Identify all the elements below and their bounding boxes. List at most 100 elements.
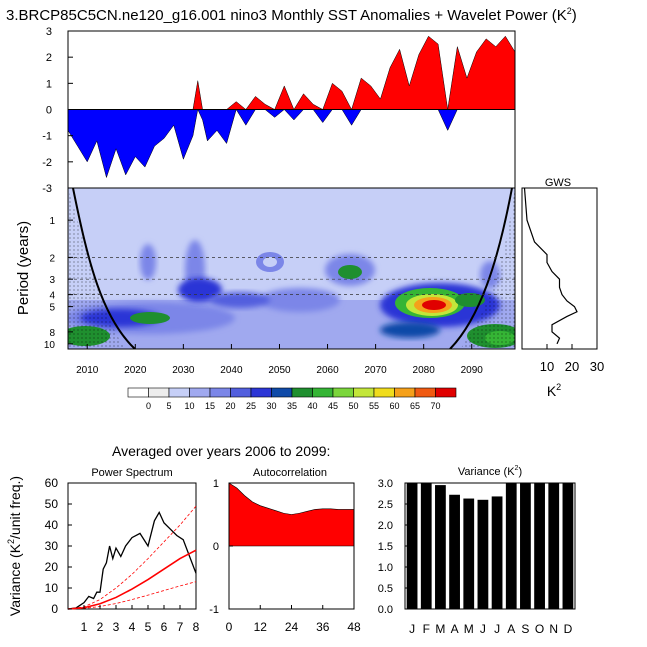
colorbar-label: 70 [430,401,440,411]
autocorrelation-title: Autocorrelation [253,467,327,479]
wavelet-y-ticks: 1 2 3 45 810 [44,216,73,351]
sst-y-tick-label: 0 [46,105,52,117]
sst-y-tick-label: -1 [42,131,52,143]
variance-bars [406,483,574,609]
colorbar-swatch [189,387,211,398]
colorbar-label: 25 [246,401,256,411]
colorbar-label: 45 [328,401,338,411]
variance-bar [534,483,545,609]
power-spectrum-x-tick-label: 2 [97,620,104,634]
wavelet-x-tick-label: 2020 [124,365,147,376]
power-spectrum-x-tick-label: 8 [193,620,200,634]
wavelet-x-tick-label: 2050 [268,365,291,376]
wavelet-y-tick-label: 2 [49,253,55,264]
power-spectrum-y-ticks: 0 10 20 30 40 50 60 [45,476,72,616]
colorbar-label: 15 [205,401,215,411]
wavelet-x-tick-label: 2010 [76,365,99,376]
colorbar-label: 65 [410,401,420,411]
wavelet-x-tick-label: 2070 [364,365,387,376]
variance-bar [491,496,503,609]
colorbar-label: 0 [146,401,151,411]
variance-bar [548,483,560,609]
power-spectrum-x-tick-label: 6 [161,620,168,634]
gws-x-tick-label: 10 [540,359,554,374]
power-spectrum-title: Power Spectrum [91,467,172,479]
wavelet-x-tick-label: 2030 [172,365,195,376]
variance-x-tick-label: J [494,622,500,636]
sst-y-tick-label: 3 [46,26,52,38]
colorbar-swatch [414,387,436,398]
gws-x-tick-label: 20 [565,359,579,374]
variance-x-tick-label: M [464,622,474,636]
wavelet-y-tick-label: 4 [49,291,55,302]
colorbar-label: 55 [369,401,379,411]
variance-x-tick-label: N [549,622,558,636]
variance-y-tick-label: 1.0 [378,562,393,574]
colorbar-label: 50 [348,401,358,411]
variance-x-tick-label: O [535,622,544,636]
power-spectrum-spectrum [67,510,197,610]
power-spectrum-x-tick-label: 5 [145,620,152,634]
variance-x-tick-label: D [564,622,573,636]
power-spectrum-lines [67,505,197,610]
wavelet-x-tick-label: 2060 [316,365,339,376]
variance-y-ticks: 3.0 2.5 2.0 1.5 1.0 0.5 0.0 [378,478,409,616]
colorbar-label: 40 [307,401,317,411]
variance-bar [505,483,517,609]
wavelet-x-ticks: 2010 2020 2030 2040 2050 2060 2070 2080 2090 [76,344,483,376]
colorbar-swatch [353,387,375,398]
variance-y-tick-label: 3.0 [378,478,393,490]
power-spectrum-y-tick-label: 30 [45,539,59,553]
wavelet-x-tick-label: 2040 [220,365,243,376]
colorbar-swatch [373,387,395,398]
colorbar-label: 10 [184,401,194,411]
colorbar-swatch [168,387,190,398]
wavelet-x-tick-label: 2090 [461,365,484,376]
colorbar-swatch [271,387,293,398]
autocorrelation-x-ticks: 0 12 24 36 48 [226,605,361,634]
colorbar-label: 5 [166,401,171,411]
colorbar-swatch [312,387,334,398]
autocorrelation-y-tick-label: 0 [213,541,219,553]
gws-title: GWS [545,177,571,189]
variance-bar [477,499,489,609]
power-spectrum-y-tick-label: 50 [45,497,59,511]
colorbar-label: 60 [389,401,399,411]
variance-x-tick-label: A [507,622,515,636]
wavelet-y-tick-label: 5 [49,303,55,314]
variance-y-tick-label: 2.5 [378,499,393,511]
sst-positive-area [68,35,515,111]
autocorrelation-y-ticks: 1 0 -1 [209,478,233,616]
variance-x-tick-label: J [409,622,415,636]
colorbar: 0 5 10 15 20 25 30 35 40 45 50 55 60 65 70 [127,387,457,411]
main-title: 3.BRCP85C5CN.ne120_g16.001 nino3 Monthly… [6,6,577,24]
variance-x-tick-label: S [521,622,529,636]
sst-y-tick-label: 1 [46,78,52,90]
variance-y-tick-label: 2.0 [378,520,393,532]
autocorrelation-x-tick-label: 36 [316,620,330,634]
sst-y-tick-label: -3 [42,183,52,195]
autocorrelation-x-tick-label: 12 [254,620,268,634]
sst-y-tick-label: 2 [46,52,52,64]
autocorrelation-x-tick-label: 48 [347,620,361,634]
variance-y-tick-label: 0.5 [378,583,393,595]
variance-bar [406,483,418,609]
variance-bar [463,498,475,609]
wavelet-y-tick-label: 3 [49,275,55,286]
wavelet-y-tick-label: 1 [49,216,55,227]
wavelet-y-tick-label: 8 [49,328,55,339]
variance-bar [520,483,531,609]
sst-negative-area [68,108,515,179]
colorbar-swatch [209,387,231,398]
gws-x-axis-label: K2 [547,382,561,399]
colorbar-swatch [250,387,272,398]
variance-bar [435,485,446,609]
wavelet-dashed-lines [68,257,515,295]
colorbar-swatch [230,387,252,398]
gws-spectrum-line [523,187,578,345]
sst-y-tick-label: -2 [42,157,52,169]
